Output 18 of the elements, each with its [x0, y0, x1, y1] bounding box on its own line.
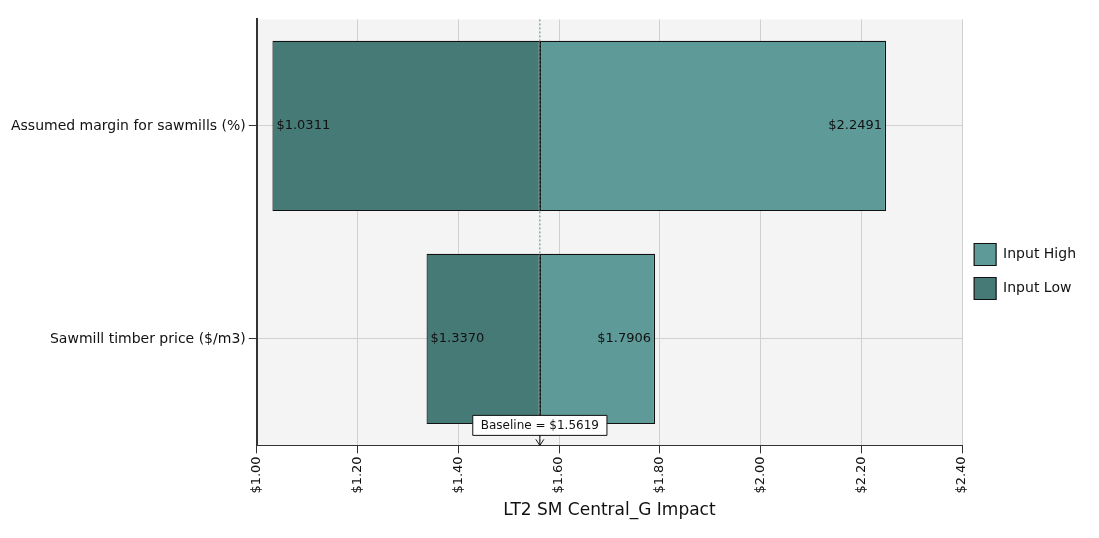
data-label: $1.3370	[430, 330, 485, 346]
legend-label: Input Low	[1003, 279, 1072, 296]
x-tick-label: $2.40	[953, 456, 969, 494]
data-label: $1.0311	[276, 117, 331, 133]
data-label: $2.2491	[828, 117, 883, 133]
legend-label: Input High	[1003, 245, 1077, 262]
ref-line-label: Baseline = $1.5619	[480, 417, 599, 432]
x-tick-label: $1.80	[651, 456, 667, 494]
x-tick-label: $1.40	[449, 456, 465, 494]
x-tick-label: $1.20	[348, 456, 364, 494]
y-tick-label: Assumed margin for sawmills (%)	[10, 116, 246, 133]
y-tick-label: Sawmill timber price ($/m3)	[49, 329, 246, 346]
x-tick-label: $2.00	[751, 456, 767, 494]
x-tick-label: $1.00	[248, 456, 264, 494]
x-tick-label: $1.60	[550, 456, 566, 494]
x-tick-label: $2.20	[852, 456, 868, 494]
data-label: $1.7906	[597, 330, 652, 346]
x-axis-title: LT2 SM Central_G Impact	[503, 499, 716, 521]
